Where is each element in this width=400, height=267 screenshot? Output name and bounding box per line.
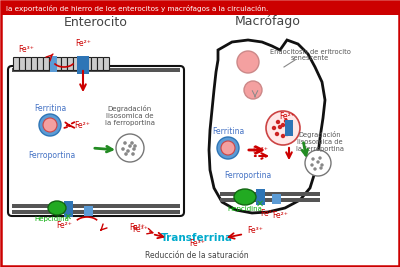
FancyBboxPatch shape <box>68 57 74 70</box>
Text: Degradación
lisosomica de
la ferroportina: Degradación lisosomica de la ferroportin… <box>105 104 155 125</box>
Circle shape <box>131 152 135 156</box>
FancyBboxPatch shape <box>8 66 184 216</box>
Text: Fe²⁺: Fe²⁺ <box>74 121 90 130</box>
Circle shape <box>39 114 61 136</box>
Text: ✕: ✕ <box>256 199 264 209</box>
FancyBboxPatch shape <box>14 57 20 70</box>
Bar <box>77 56 89 74</box>
Bar <box>12 210 180 214</box>
Text: Fe³⁺: Fe³⁺ <box>247 226 263 235</box>
Circle shape <box>313 167 317 171</box>
Circle shape <box>316 160 320 164</box>
Ellipse shape <box>48 201 66 215</box>
Circle shape <box>237 51 259 73</box>
Circle shape <box>311 157 315 161</box>
Text: Ferritina: Ferritina <box>212 127 244 136</box>
Bar <box>256 189 265 205</box>
Circle shape <box>266 111 300 145</box>
Text: Enterocito: Enterocito <box>64 15 128 29</box>
Circle shape <box>128 144 132 148</box>
Ellipse shape <box>234 189 256 205</box>
Circle shape <box>272 126 276 130</box>
Text: Hepcidina: Hepcidina <box>228 206 262 212</box>
FancyBboxPatch shape <box>44 57 50 70</box>
Circle shape <box>43 118 57 132</box>
Circle shape <box>133 144 137 148</box>
Bar <box>285 120 293 136</box>
Circle shape <box>123 141 127 145</box>
FancyBboxPatch shape <box>56 57 62 70</box>
Text: Fe²⁺: Fe²⁺ <box>272 211 288 220</box>
Circle shape <box>126 149 130 153</box>
Circle shape <box>287 124 291 128</box>
Text: Fe²⁺: Fe²⁺ <box>279 112 295 121</box>
Text: Fe²⁺: Fe²⁺ <box>75 39 91 48</box>
Circle shape <box>217 137 239 159</box>
Text: Ferroportina: Ferroportina <box>224 171 272 180</box>
Circle shape <box>124 152 128 156</box>
Bar <box>220 198 320 202</box>
FancyBboxPatch shape <box>20 57 26 70</box>
Circle shape <box>132 147 136 151</box>
Bar <box>12 204 180 208</box>
Text: la exportación de hierro de los enterocitos y macrófagos a la circulación.: la exportación de hierro de los enteroci… <box>6 5 268 11</box>
Circle shape <box>284 119 288 123</box>
Bar <box>1 1 399 15</box>
Bar <box>64 201 73 217</box>
Circle shape <box>121 147 125 151</box>
Circle shape <box>244 81 262 99</box>
Text: Ferroportina: Ferroportina <box>28 151 76 160</box>
Circle shape <box>318 156 322 160</box>
Circle shape <box>275 132 279 136</box>
FancyBboxPatch shape <box>86 57 92 70</box>
Bar <box>50 56 57 72</box>
FancyBboxPatch shape <box>104 57 110 70</box>
Polygon shape <box>209 40 325 213</box>
FancyBboxPatch shape <box>62 57 68 70</box>
Circle shape <box>116 134 144 162</box>
Circle shape <box>320 163 324 167</box>
Circle shape <box>278 125 282 129</box>
Text: Fe²⁺: Fe²⁺ <box>252 146 268 155</box>
FancyBboxPatch shape <box>26 57 32 70</box>
FancyBboxPatch shape <box>92 57 98 70</box>
Bar <box>84 206 93 216</box>
Circle shape <box>319 166 323 170</box>
Circle shape <box>130 141 134 145</box>
FancyBboxPatch shape <box>38 57 44 70</box>
Text: Fe³⁺: Fe³⁺ <box>189 239 205 248</box>
Circle shape <box>286 126 290 130</box>
FancyBboxPatch shape <box>98 57 104 70</box>
Circle shape <box>281 134 285 138</box>
Circle shape <box>310 163 314 167</box>
Text: Fe³⁺: Fe³⁺ <box>129 223 145 232</box>
Circle shape <box>281 123 285 127</box>
Text: Fe²⁺: Fe²⁺ <box>56 221 72 230</box>
Text: Fe³⁺: Fe³⁺ <box>132 225 148 234</box>
FancyBboxPatch shape <box>50 57 56 70</box>
Circle shape <box>285 132 289 136</box>
Text: Transferrina: Transferrina <box>161 233 233 243</box>
Text: ✕: ✕ <box>64 212 72 222</box>
Circle shape <box>305 150 331 176</box>
Text: Degradación
lisosomica de
la ferroportina: Degradación lisosomica de la ferroportin… <box>296 132 344 152</box>
Text: Endocitosis de eritrocito
senescente: Endocitosis de eritrocito senescente <box>270 49 350 61</box>
Circle shape <box>276 120 280 124</box>
Text: Fe²⁺: Fe²⁺ <box>260 209 276 218</box>
FancyBboxPatch shape <box>80 57 86 70</box>
Bar <box>220 192 320 196</box>
Text: Hepcidina: Hepcidina <box>34 216 70 222</box>
Text: Reducción de la saturación: Reducción de la saturación <box>145 250 249 260</box>
Bar <box>272 194 281 204</box>
Circle shape <box>221 141 235 155</box>
Text: Fe³⁺: Fe³⁺ <box>18 45 34 54</box>
FancyBboxPatch shape <box>74 57 80 70</box>
FancyBboxPatch shape <box>32 57 38 70</box>
Text: Ferritina: Ferritina <box>34 104 66 113</box>
Text: Macrófago: Macrófago <box>235 15 301 29</box>
Bar <box>12 68 180 72</box>
